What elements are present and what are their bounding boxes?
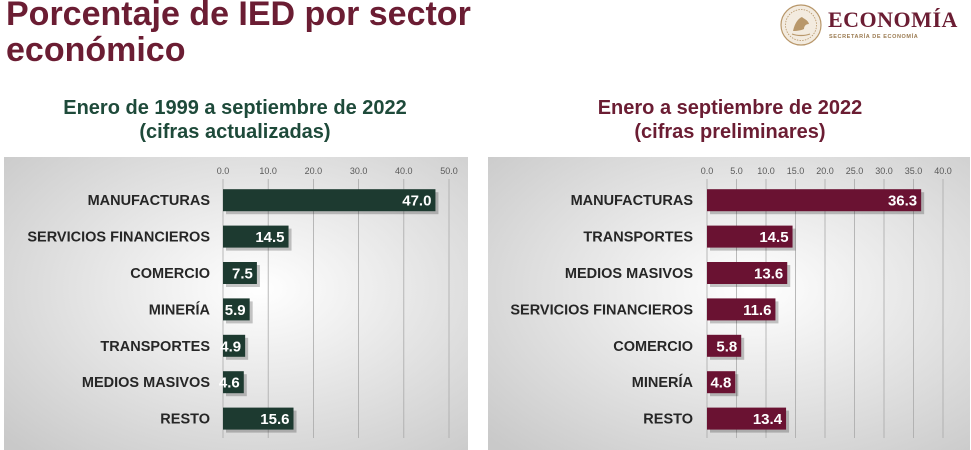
x-tick-label: 15.0: [787, 166, 805, 176]
x-tick-label: 5.0: [730, 166, 743, 176]
x-tick-label: 20.0: [305, 166, 323, 176]
category-label: MANUFACTURAS: [571, 193, 694, 209]
category-label: MINERÍA: [632, 374, 694, 391]
bar: [707, 407, 787, 430]
bar-value-label: 5.9: [225, 302, 246, 319]
bar-value-label: 36.3: [888, 193, 917, 210]
x-tick-label: 30.0: [875, 166, 893, 176]
left-bar-chart-svg: 0.0 10.0 20.0 30.0 40.0 50.0 MANUFACTURAS 47.0 S…: [4, 157, 468, 450]
right-bar-chart: 0.0 5.0 10.0 15.0 20.0 25.0 30.0 35.0 40.0 MANUFA…: [488, 157, 970, 450]
x-tick-label: 30.0: [350, 166, 368, 176]
category-label: SERVICIOS FINANCIEROS: [510, 302, 693, 318]
bar: [223, 262, 257, 284]
left-heading-line1: Enero de 1999 a septiembre de 2022: [63, 97, 407, 119]
bar: [707, 371, 736, 394]
bar-value-label: 13.6: [754, 266, 783, 283]
bar: [707, 189, 922, 212]
logo-subtitle: SECRETARÍA DE ECONOMÍA: [829, 34, 919, 40]
bar-value-label: 15.6: [260, 411, 289, 428]
category-label: MEDIOS MASIVOS: [565, 266, 693, 282]
category-label: MEDIOS MASIVOS: [82, 375, 210, 391]
right-heading-line2: (cifras preliminares): [634, 121, 826, 143]
x-tick-label: 10.0: [757, 166, 775, 176]
x-tick-label: 35.0: [905, 166, 923, 176]
x-tick-label: 20.0: [816, 166, 834, 176]
bar-value-label: 5.8: [716, 338, 737, 355]
category-label: COMERCIO: [130, 266, 210, 282]
x-tick-label: 40.0: [395, 166, 413, 176]
bar: [707, 334, 742, 357]
bar: [707, 225, 793, 248]
left-heading-line2: (cifras actualizadas): [139, 121, 331, 143]
left-bar-chart: 0.0 10.0 20.0 30.0 40.0 50.0 MANUFACTURAS 47.0 S…: [4, 157, 468, 450]
bar-value-label: 7.5: [232, 266, 253, 283]
right-chart-heading: Enero a septiembre de 2022 (cifras preli…: [490, 96, 970, 144]
x-tick-label: 40.0: [934, 166, 952, 176]
category-label: SERVICIOS FINANCIEROS: [27, 230, 210, 246]
eagle-seal-icon: [780, 4, 822, 46]
bar: [223, 371, 244, 394]
bar-value-label: 4.8: [710, 375, 731, 392]
logo-name: ECONOMÍA: [828, 7, 958, 32]
x-tick-label: 25.0: [846, 166, 864, 176]
bar-value-label: 4.9: [220, 338, 241, 355]
right-heading-line1: Enero a septiembre de 2022: [597, 97, 863, 119]
category-label: COMERCIO: [613, 339, 693, 355]
bar-value-label: 14.5: [759, 229, 788, 246]
bar-value-label: 13.4: [753, 411, 783, 428]
category-label: RESTO: [160, 412, 210, 428]
category-label: RESTO: [643, 412, 693, 428]
bar: [707, 262, 788, 284]
bar-value-label: 14.5: [255, 229, 284, 246]
x-tick-label: 10.0: [259, 166, 277, 176]
bar: [223, 189, 436, 212]
bar: [223, 334, 246, 357]
category-label: TRANSPORTES: [100, 339, 210, 355]
category-label: MANUFACTURAS: [88, 193, 211, 209]
left-chart-heading: Enero de 1999 a septiembre de 2022 (cifr…: [0, 96, 470, 144]
bar-value-label: 4.6: [219, 375, 240, 392]
economia-logo: ECONOMÍA SECRETARÍA DE ECONOMÍA: [780, 4, 970, 46]
bar-value-label: 47.0: [402, 193, 431, 210]
bar-value-label: 11.6: [743, 302, 771, 319]
page-title: Porcentaje de IED por sector económico: [6, 0, 471, 69]
bar: [223, 225, 289, 248]
bar: [223, 298, 250, 321]
category-label: MINERÍA: [149, 301, 211, 318]
right-bar-chart-svg: 0.0 5.0 10.0 15.0 20.0 25.0 30.0 35.0 40.0 MANUFA…: [488, 157, 970, 450]
x-tick-label: 0.0: [217, 166, 230, 176]
bar: [223, 407, 294, 430]
bar: [707, 298, 776, 321]
x-tick-label: 50.0: [440, 166, 458, 176]
x-tick-label: 0.0: [701, 166, 714, 176]
category-label: TRANSPORTES: [583, 230, 693, 246]
